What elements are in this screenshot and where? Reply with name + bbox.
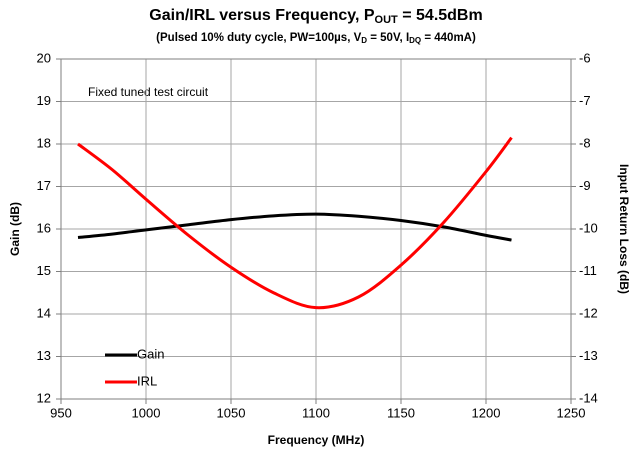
y2-axis-label: Input Return Loss (dB) (617, 164, 631, 294)
y2-tick-label: -8 (579, 135, 591, 150)
y-tick-label: 15 (37, 263, 51, 278)
x-tick-label: 1050 (217, 405, 246, 420)
y2-tick-label: -13 (579, 348, 598, 363)
y-tick-label: 19 (37, 93, 51, 108)
y-tick-label: 20 (37, 50, 51, 65)
x-tick-label: 950 (50, 405, 72, 420)
subtitle-sub: DQ (409, 36, 421, 45)
y-tick-label: 16 (37, 220, 51, 235)
subtitle-part: = 50V, I (367, 32, 409, 44)
subtitle-part: = 440mA) (421, 32, 476, 44)
series-line (77, 212, 512, 242)
x-tick-label: 1200 (472, 405, 501, 420)
y-tick-label: 13 (37, 348, 51, 363)
legend-label: Gain (137, 346, 164, 361)
y2-tick-label: -10 (579, 220, 598, 235)
annotation: Fixed tuned test circuit (88, 85, 209, 99)
y-tick-label: 17 (37, 178, 51, 193)
y2-tick-label: -9 (579, 178, 591, 193)
y2-tick-label: -14 (579, 390, 598, 405)
title-part: = 54.5dBm (398, 7, 483, 24)
y2-tick-label: -6 (579, 50, 591, 65)
y2-tick-label: -11 (579, 263, 597, 278)
legend-label: IRL (137, 373, 157, 388)
chart-title: Gain/IRL versus Frequency, POUT = 54.5dB… (149, 7, 482, 26)
title-part: Gain/IRL versus Frequency, P (149, 7, 375, 24)
y2-tick-label: -12 (579, 305, 598, 320)
y-tick-label: 12 (37, 390, 51, 405)
y-tick-label: 18 (37, 135, 51, 150)
series-line (77, 136, 513, 310)
x-tick-label: 1150 (387, 405, 415, 420)
subtitle-sub: D (361, 36, 367, 45)
x-tick-label: 1250 (557, 405, 586, 420)
y2-tick-label: -7 (579, 93, 591, 108)
x-axis-label: Frequency (MHz) (268, 433, 365, 447)
chart-subtitle: (Pulsed 10% duty cycle, PW=100µs, VD = 5… (156, 32, 476, 45)
x-tick-label: 1000 (132, 405, 161, 420)
x-tick-label: 1100 (302, 405, 330, 420)
subtitle-part: (Pulsed 10% duty cycle, PW=100µs, V (156, 32, 361, 44)
plot-frame (60, 58, 572, 400)
y-axis-label: Gain (dB) (8, 202, 22, 256)
y-tick-label: 14 (37, 305, 51, 320)
title-sub: OUT (375, 14, 399, 26)
